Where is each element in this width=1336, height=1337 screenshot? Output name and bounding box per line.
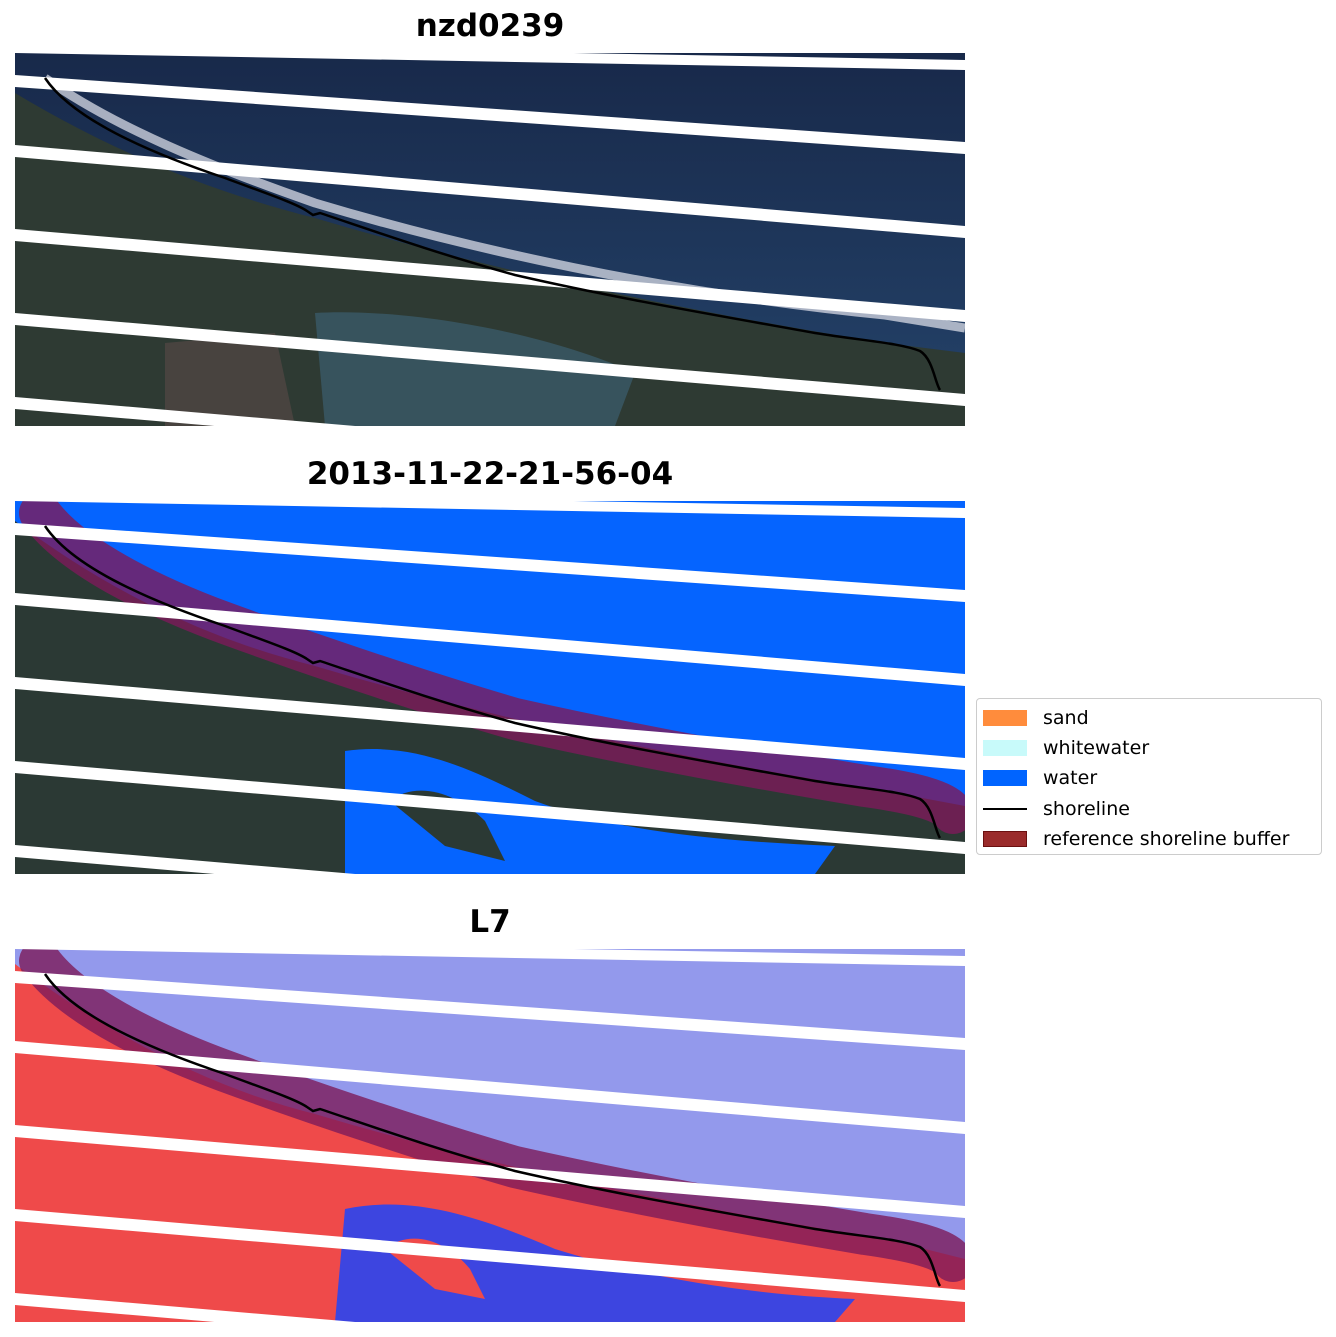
legend-item-whitewater: whitewater — [983, 733, 1321, 763]
water-swatch — [983, 770, 1027, 787]
shoreline-swatch — [983, 807, 1027, 810]
lagoon-area — [315, 312, 635, 426]
scanline-gaps — [15, 501, 965, 874]
legend-label: sand — [1043, 707, 1089, 730]
legend-item-buffer: reference shoreline buffer — [983, 824, 1321, 854]
reference-shoreline-buffer — [19, 501, 965, 834]
shoreline — [43, 973, 942, 1287]
sand-swatch — [983, 710, 1027, 727]
legend-label: whitewater — [1043, 737, 1150, 760]
whitewater-swatch — [983, 740, 1027, 757]
island-land — [390, 790, 505, 861]
legend-label: shoreline — [1043, 797, 1130, 820]
legend: sand whitewater water shoreline referenc… — [976, 698, 1322, 855]
legend-label: reference shoreline buffer — [1043, 827, 1290, 850]
panel-title-3: L7 — [469, 904, 511, 940]
water-index-image — [15, 949, 965, 1322]
farmland-area — [165, 333, 295, 426]
shoreline — [43, 77, 942, 391]
shoreline — [43, 525, 942, 839]
scanline-gaps — [15, 949, 965, 1322]
reference-shoreline-buffer — [19, 949, 965, 1282]
classified-image — [15, 501, 965, 874]
satellite-rgb-image — [15, 53, 965, 426]
legend-label: water — [1043, 767, 1098, 790]
legend-item-sand: sand — [983, 703, 1321, 733]
buffer-swatch — [983, 830, 1027, 847]
legend-item-shoreline: shoreline — [983, 794, 1321, 824]
legend-item-water: water — [983, 763, 1321, 793]
panel-title-1: nzd0239 — [415, 8, 565, 44]
scanline-gaps — [15, 53, 965, 426]
panel-title-2: 2013-11-22-21-56-04 — [306, 456, 674, 492]
